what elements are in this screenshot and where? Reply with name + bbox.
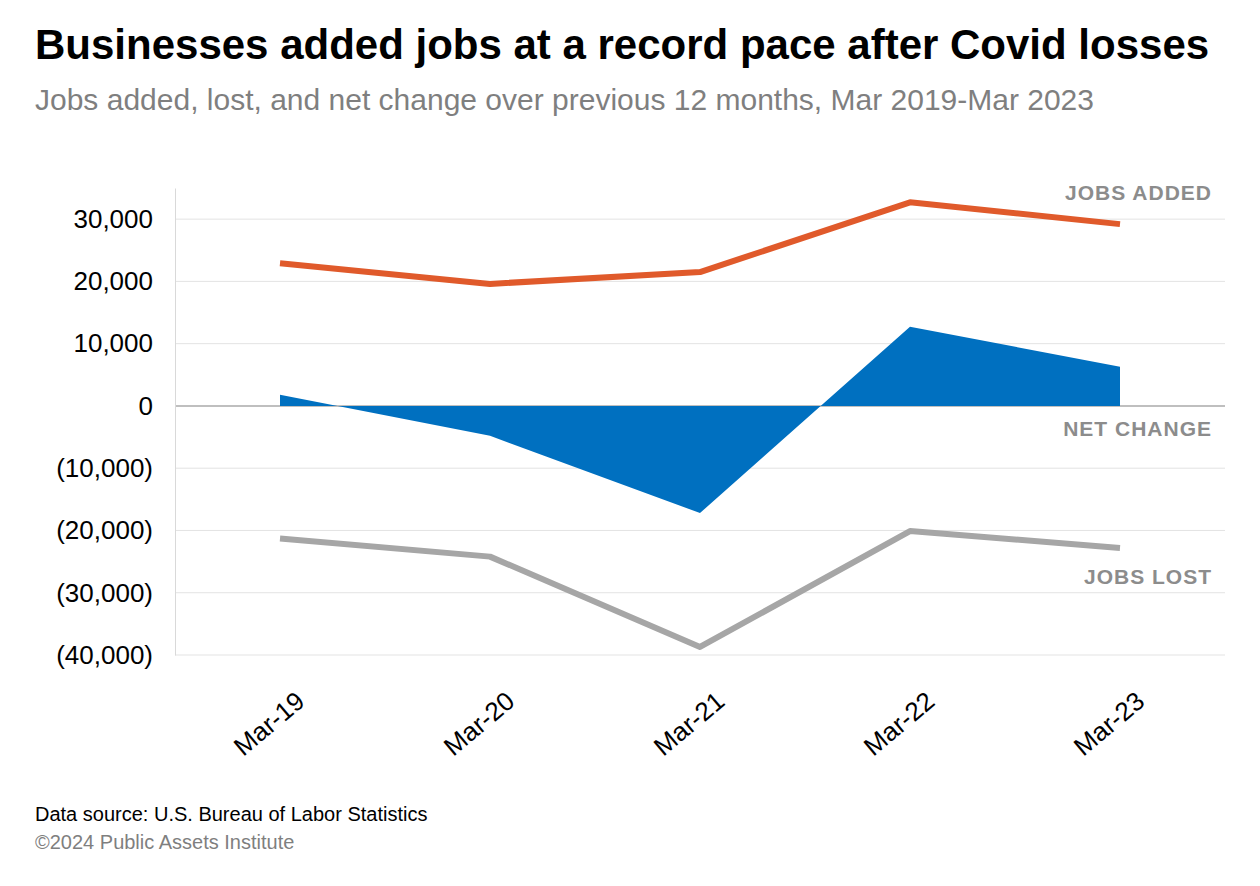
tick: Mar-20 [438, 669, 520, 762]
tick: 30,000 [73, 204, 175, 234]
tick-label: (40,000) [56, 640, 153, 670]
subtitle: Jobs added, lost, and net change over pr… [35, 83, 1094, 116]
footer: Data source: U.S. Bureau of Labor Statis… [35, 800, 427, 856]
line [280, 202, 1120, 284]
tick-label: Mar-20 [438, 686, 520, 762]
tick-label: (10,000) [56, 453, 153, 483]
chart: (40,000) (30,000) (20,000) (10,000) 0 10,000 2… [0, 0, 1260, 886]
copyright: ©2024 Public Assets Institute [35, 828, 427, 856]
tick-label: Mar-22 [858, 686, 940, 762]
tick-label: (30,000) [56, 578, 153, 608]
grid-line [175, 655, 1225, 656]
tick: Mar-19 [228, 669, 310, 762]
tick-label: Mar-19 [228, 686, 310, 762]
tick: 0 [139, 391, 175, 421]
tick: (40,000) [56, 640, 175, 670]
tick-label: 0 [139, 391, 153, 421]
tick: 20,000 [73, 266, 175, 296]
grid-line [175, 592, 1225, 593]
grid-line [175, 281, 1225, 282]
tick-label: (20,000) [56, 515, 153, 545]
tick-label: 10,000 [73, 328, 153, 358]
tick: (10,000) [56, 453, 175, 483]
tick: 10,000 [73, 328, 175, 358]
heading: Businesses added jobs at a record pace a… [35, 22, 1235, 128]
tick: (30,000) [56, 578, 175, 608]
axis-line [175, 189, 176, 656]
marks [280, 202, 1120, 647]
x-axis: Mar-19 Mar-20 Mar-21 Mar-22 Mar-23 [176, 669, 1226, 762]
tick: (20,000) [56, 515, 175, 545]
grid-line [175, 530, 1225, 531]
series-label: JOBS ADDED [1065, 181, 1212, 204]
source: Data source: U.S. Bureau of Labor Statis… [35, 800, 427, 828]
grid-line [175, 343, 1225, 344]
tick-label: 20,000 [73, 266, 153, 296]
tick-label: Mar-21 [648, 686, 730, 762]
grid [175, 219, 1225, 655]
series-label: JOBS LOST [1084, 565, 1212, 588]
axis-line [176, 669, 1226, 670]
series-labels: JOBS ADDED NET CHANGE JOBS LOST [1063, 181, 1212, 588]
line [280, 531, 1120, 647]
area [280, 327, 1120, 513]
series-label: NET CHANGE [1063, 417, 1212, 440]
tick: Mar-21 [648, 669, 730, 762]
title: Businesses added jobs at a record pace a… [35, 21, 1209, 68]
tick: Mar-22 [858, 669, 940, 762]
tick-label: 30,000 [73, 204, 153, 234]
tick-label: Mar-23 [1068, 686, 1150, 762]
y-axis: (40,000) (30,000) (20,000) (10,000) 0 10,000 2… [56, 189, 175, 670]
tick: Mar-23 [1068, 669, 1150, 762]
